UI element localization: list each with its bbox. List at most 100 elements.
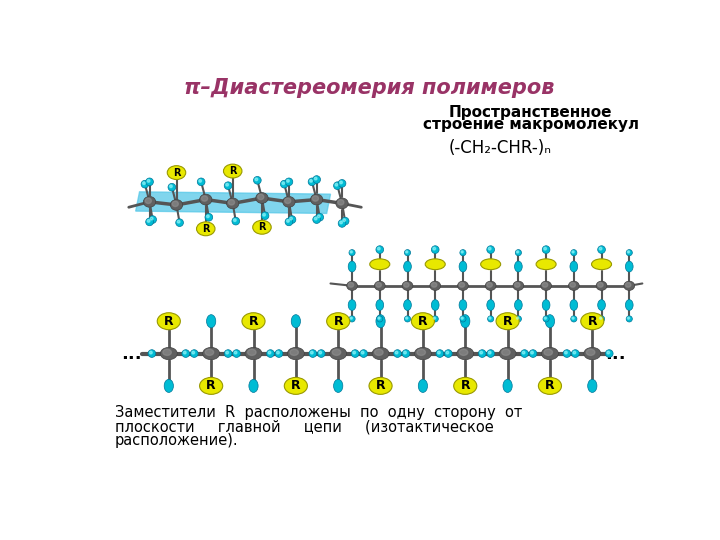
Ellipse shape — [515, 282, 520, 287]
Circle shape — [282, 182, 284, 185]
Ellipse shape — [481, 259, 500, 269]
Ellipse shape — [592, 259, 611, 269]
Ellipse shape — [417, 349, 426, 355]
Circle shape — [343, 219, 346, 221]
Circle shape — [489, 317, 491, 319]
Circle shape — [405, 251, 408, 253]
Circle shape — [340, 221, 343, 224]
Text: R: R — [229, 166, 236, 176]
Circle shape — [233, 219, 236, 221]
Ellipse shape — [459, 349, 468, 355]
Ellipse shape — [336, 198, 348, 209]
Circle shape — [205, 213, 212, 221]
Circle shape — [149, 215, 156, 224]
Polygon shape — [135, 192, 330, 213]
Circle shape — [335, 184, 338, 186]
Ellipse shape — [172, 201, 179, 207]
Ellipse shape — [454, 377, 477, 394]
Circle shape — [224, 182, 232, 190]
Ellipse shape — [598, 282, 603, 287]
Ellipse shape — [485, 281, 496, 291]
Circle shape — [315, 177, 317, 180]
Ellipse shape — [242, 313, 265, 330]
Ellipse shape — [426, 259, 445, 269]
Circle shape — [606, 350, 613, 357]
Circle shape — [377, 247, 380, 250]
Ellipse shape — [370, 259, 390, 269]
Circle shape — [543, 316, 549, 322]
Circle shape — [516, 317, 518, 319]
Circle shape — [376, 246, 384, 253]
Circle shape — [310, 179, 312, 182]
Ellipse shape — [330, 347, 346, 360]
Circle shape — [199, 179, 202, 182]
Ellipse shape — [369, 377, 392, 394]
Circle shape — [255, 178, 258, 181]
Circle shape — [192, 351, 194, 354]
Circle shape — [207, 215, 210, 218]
Ellipse shape — [228, 200, 235, 205]
Ellipse shape — [199, 377, 222, 394]
Circle shape — [600, 317, 602, 319]
Circle shape — [287, 220, 289, 222]
Ellipse shape — [207, 315, 216, 328]
Ellipse shape — [502, 349, 510, 355]
Circle shape — [378, 317, 380, 319]
Circle shape — [433, 247, 436, 250]
Text: R: R — [164, 315, 174, 328]
Circle shape — [571, 249, 577, 256]
Circle shape — [349, 249, 355, 256]
Ellipse shape — [374, 349, 383, 355]
Ellipse shape — [586, 349, 595, 355]
Circle shape — [432, 316, 438, 322]
Circle shape — [150, 217, 153, 220]
Circle shape — [598, 246, 606, 253]
Text: R: R — [258, 222, 266, 232]
Circle shape — [309, 350, 317, 357]
Ellipse shape — [570, 261, 577, 272]
Circle shape — [226, 351, 228, 354]
Text: R: R — [418, 315, 428, 328]
Circle shape — [318, 215, 320, 218]
Circle shape — [226, 184, 228, 186]
Ellipse shape — [372, 347, 389, 360]
Circle shape — [253, 177, 261, 184]
Circle shape — [572, 317, 574, 319]
Circle shape — [310, 351, 313, 354]
Circle shape — [281, 180, 288, 188]
Circle shape — [395, 351, 398, 354]
Circle shape — [177, 220, 180, 223]
Ellipse shape — [202, 196, 207, 201]
Circle shape — [353, 351, 356, 354]
Ellipse shape — [542, 300, 550, 310]
Ellipse shape — [163, 349, 171, 355]
Circle shape — [478, 350, 486, 357]
Circle shape — [599, 247, 602, 250]
Circle shape — [627, 317, 629, 319]
Circle shape — [564, 351, 567, 354]
Circle shape — [431, 246, 439, 253]
Circle shape — [351, 350, 359, 357]
Ellipse shape — [258, 194, 264, 200]
Ellipse shape — [430, 281, 441, 291]
Circle shape — [266, 350, 274, 357]
Circle shape — [234, 351, 237, 354]
Ellipse shape — [431, 300, 439, 310]
Text: R: R — [291, 380, 301, 393]
Text: ...: ... — [122, 345, 142, 362]
Circle shape — [542, 246, 550, 253]
Circle shape — [626, 316, 632, 322]
Circle shape — [573, 351, 576, 354]
Circle shape — [276, 351, 279, 354]
Circle shape — [487, 350, 495, 357]
Circle shape — [143, 182, 145, 185]
Circle shape — [405, 317, 408, 319]
Ellipse shape — [283, 197, 295, 207]
Ellipse shape — [199, 194, 212, 205]
Ellipse shape — [376, 282, 382, 287]
Circle shape — [289, 217, 292, 220]
Ellipse shape — [310, 194, 323, 205]
Ellipse shape — [487, 300, 495, 310]
Circle shape — [150, 351, 152, 354]
Circle shape — [460, 316, 466, 322]
